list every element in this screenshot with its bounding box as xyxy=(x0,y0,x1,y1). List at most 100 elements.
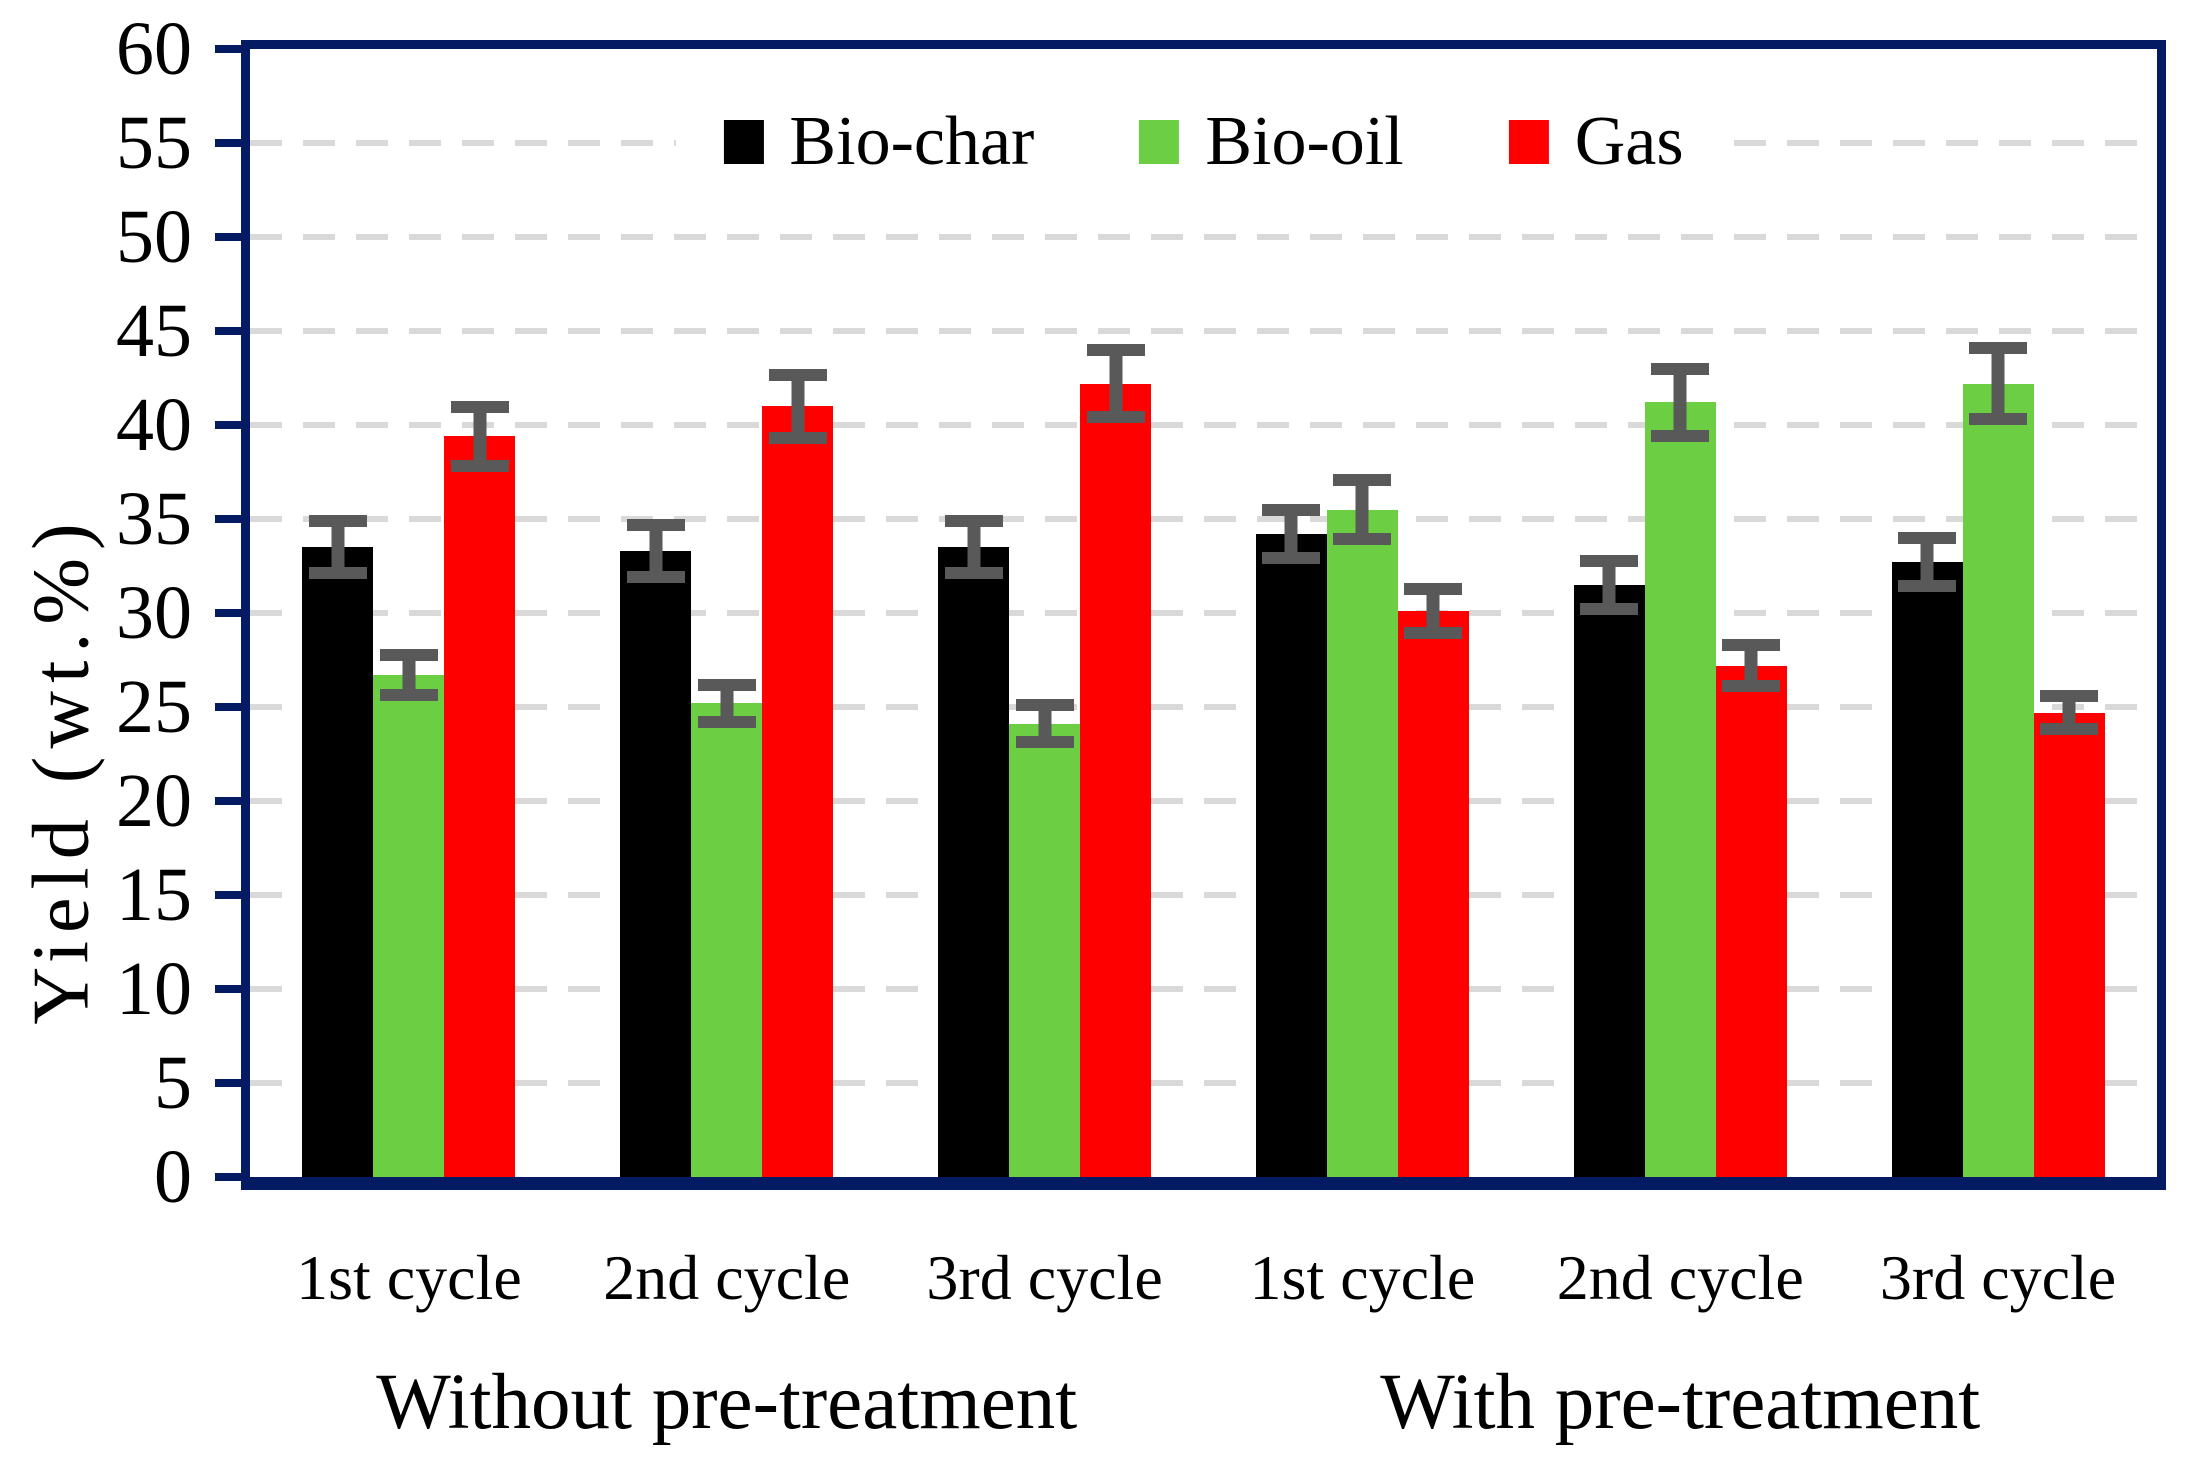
error-bar-bio-char-group5 xyxy=(1580,554,1639,615)
legend-label: Gas xyxy=(1574,103,1684,180)
y-tick-label-45: 45 xyxy=(116,289,192,373)
error-bar-cap-bottom xyxy=(1651,429,1710,442)
gridline-y-25 xyxy=(250,704,2157,710)
bar-gas-group6 xyxy=(2033,712,2105,1177)
y-tick-45 xyxy=(215,327,242,335)
bar-bio-char-group4 xyxy=(1255,534,1327,1177)
bar-bio-char-group2 xyxy=(620,550,692,1177)
legend-swatch-gas xyxy=(1508,120,1549,164)
error-bar-bio-char-group6 xyxy=(1898,532,1957,593)
gridline-y-35 xyxy=(250,516,2157,522)
error-bar-cap-bottom xyxy=(1333,533,1392,546)
error-bar-cap-top xyxy=(1086,344,1145,357)
y-tick-label-30: 30 xyxy=(116,571,192,655)
error-bar-stem xyxy=(1038,699,1052,749)
legend-swatch-bio-oil xyxy=(1139,120,1180,164)
gridline-y-30 xyxy=(250,610,2157,616)
group-label-2: With pre-treatment xyxy=(1380,1359,1981,1446)
error-bar-cap-bottom xyxy=(308,567,367,580)
error-bar-cap-top xyxy=(1722,639,1781,652)
error-bar-cap-top xyxy=(697,678,756,691)
error-bar-stem xyxy=(1673,362,1687,442)
y-tick-25 xyxy=(215,703,242,711)
error-bar-cap-top xyxy=(1333,473,1392,486)
error-bar-stem xyxy=(1109,344,1123,424)
error-bar-stem xyxy=(649,519,663,583)
x-tick-label-3: 3rd cycle xyxy=(926,1242,1163,1313)
y-tick-label-35: 35 xyxy=(116,477,192,561)
error-bar-bio-char-group4 xyxy=(1262,503,1321,565)
y-tick-label-55: 55 xyxy=(116,101,192,185)
error-bar-cap-bottom xyxy=(1722,679,1781,692)
x-tick-label-4: 1st cycle xyxy=(1249,1242,1476,1313)
error-bar-bio-char-group3 xyxy=(944,515,1003,580)
error-bar-cap-bottom xyxy=(1898,580,1957,593)
gridline-y-5 xyxy=(250,1080,2157,1086)
gridline-y-20 xyxy=(250,798,2157,804)
error-bar-bio-oil-group1 xyxy=(379,648,438,702)
error-bar-cap-top xyxy=(1404,582,1463,595)
x-tick-label-5: 2nd cycle xyxy=(1556,1242,1804,1313)
x-tick-label-2: 2nd cycle xyxy=(603,1242,851,1313)
error-bar-bio-char-group2 xyxy=(626,519,685,583)
y-tick-55 xyxy=(215,139,242,147)
y-tick-15 xyxy=(215,891,242,899)
y-tick-0 xyxy=(215,1173,242,1181)
error-bar-bio-char-group1 xyxy=(308,515,367,580)
error-bar-stem xyxy=(1602,554,1616,615)
x-axis-tick-labels: 1st cycle 2nd cycle 3rd cycle 1st cycle 2nd … xyxy=(250,1238,2157,1318)
error-bar-cap-top xyxy=(308,515,367,528)
error-bar-stem xyxy=(1920,532,1934,593)
error-bar-stem xyxy=(720,678,734,728)
error-bar-gas-group3 xyxy=(1086,344,1145,424)
bar-bio-oil-group6 xyxy=(1962,383,2034,1177)
error-bar-stem xyxy=(331,515,345,580)
bar-bio-char-group5 xyxy=(1573,584,1645,1177)
bar-gas-group4 xyxy=(1397,611,1469,1177)
y-tick-label-20: 20 xyxy=(116,759,192,843)
gridline-y-10 xyxy=(250,986,2157,992)
error-bar-bio-oil-group3 xyxy=(1015,699,1074,749)
error-bar-cap-top xyxy=(1580,554,1639,567)
y-axis-tick-labels: 0 5 10 15 20 25 30 35 40 45 50 55 60 xyxy=(0,11,192,1215)
bar-gas-group3 xyxy=(1080,383,1152,1177)
legend-item-gas: Gas xyxy=(1508,103,1684,180)
error-bar-gas-group2 xyxy=(768,368,827,444)
error-bar-cap-bottom xyxy=(1404,627,1463,640)
error-bar-stem xyxy=(473,400,487,472)
error-bar-stem xyxy=(1991,342,2005,425)
y-tick-label-40: 40 xyxy=(116,383,192,467)
error-bar-cap-bottom xyxy=(944,567,1003,580)
legend-swatch-bio-char xyxy=(723,120,764,164)
error-bar-cap-bottom xyxy=(1262,552,1321,565)
y-tick-30 xyxy=(215,609,242,617)
y-tick-50 xyxy=(215,233,242,241)
y-tick-label-50: 50 xyxy=(116,195,192,279)
bar-bio-char-group1 xyxy=(302,547,374,1177)
error-bar-cap-bottom xyxy=(450,459,509,472)
legend-item-bio-char: Bio-char xyxy=(723,107,1034,177)
error-bar-cap-bottom xyxy=(1086,411,1145,424)
y-tick-60 xyxy=(215,45,242,53)
error-bar-cap-top xyxy=(1651,362,1710,375)
error-bar-bio-oil-group4 xyxy=(1333,473,1392,546)
bar-gas-group2 xyxy=(762,406,834,1177)
y-tick-label-25: 25 xyxy=(116,665,192,749)
error-bar-cap-bottom xyxy=(626,570,685,583)
error-bar-cap-top xyxy=(768,368,827,381)
error-bar-gas-group4 xyxy=(1404,582,1463,640)
legend-label: Bio-oil xyxy=(1205,103,1404,180)
error-bar-bio-oil-group2 xyxy=(697,678,756,728)
y-tick-20 xyxy=(215,797,242,805)
error-bar-bio-oil-group6 xyxy=(1969,342,2028,425)
error-bar-gas-group6 xyxy=(2040,690,2099,736)
legend: Bio-char Bio-oil Gas xyxy=(675,101,1732,183)
y-tick-35 xyxy=(215,515,242,523)
bar-bio-oil-group5 xyxy=(1644,402,1716,1177)
bar-gas-group5 xyxy=(1715,665,1787,1177)
gridline-y-50 xyxy=(250,234,2157,240)
error-bar-cap-bottom xyxy=(2040,723,2099,736)
bar-bio-oil-group1 xyxy=(373,675,445,1177)
y-tick-40 xyxy=(215,421,242,429)
